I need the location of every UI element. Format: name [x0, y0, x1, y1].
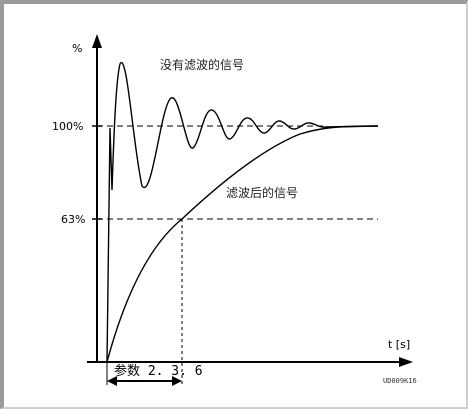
unfiltered-signal-curve [106, 61, 379, 363]
level-63-label: 63% [61, 213, 85, 226]
level-100-label: 100% [52, 120, 83, 133]
x-axis-unit-label: t [s] [388, 338, 410, 351]
y-axis-arrow [92, 34, 102, 48]
y-axis-unit-label: % [72, 42, 82, 55]
unfiltered-signal-label: 没有滤波的信号 [160, 57, 244, 72]
filtered-signal-label: 滤波后的信号 [226, 185, 298, 200]
parameter-label: 参数 2. 3. 6 [114, 363, 203, 379]
parameter-arrow-right [172, 376, 182, 386]
filtered-signal-curve [106, 125, 379, 363]
x-axis-arrow [399, 357, 413, 367]
figure-code: UD009K16 [383, 377, 417, 385]
parameter-arrow-left [107, 376, 117, 386]
